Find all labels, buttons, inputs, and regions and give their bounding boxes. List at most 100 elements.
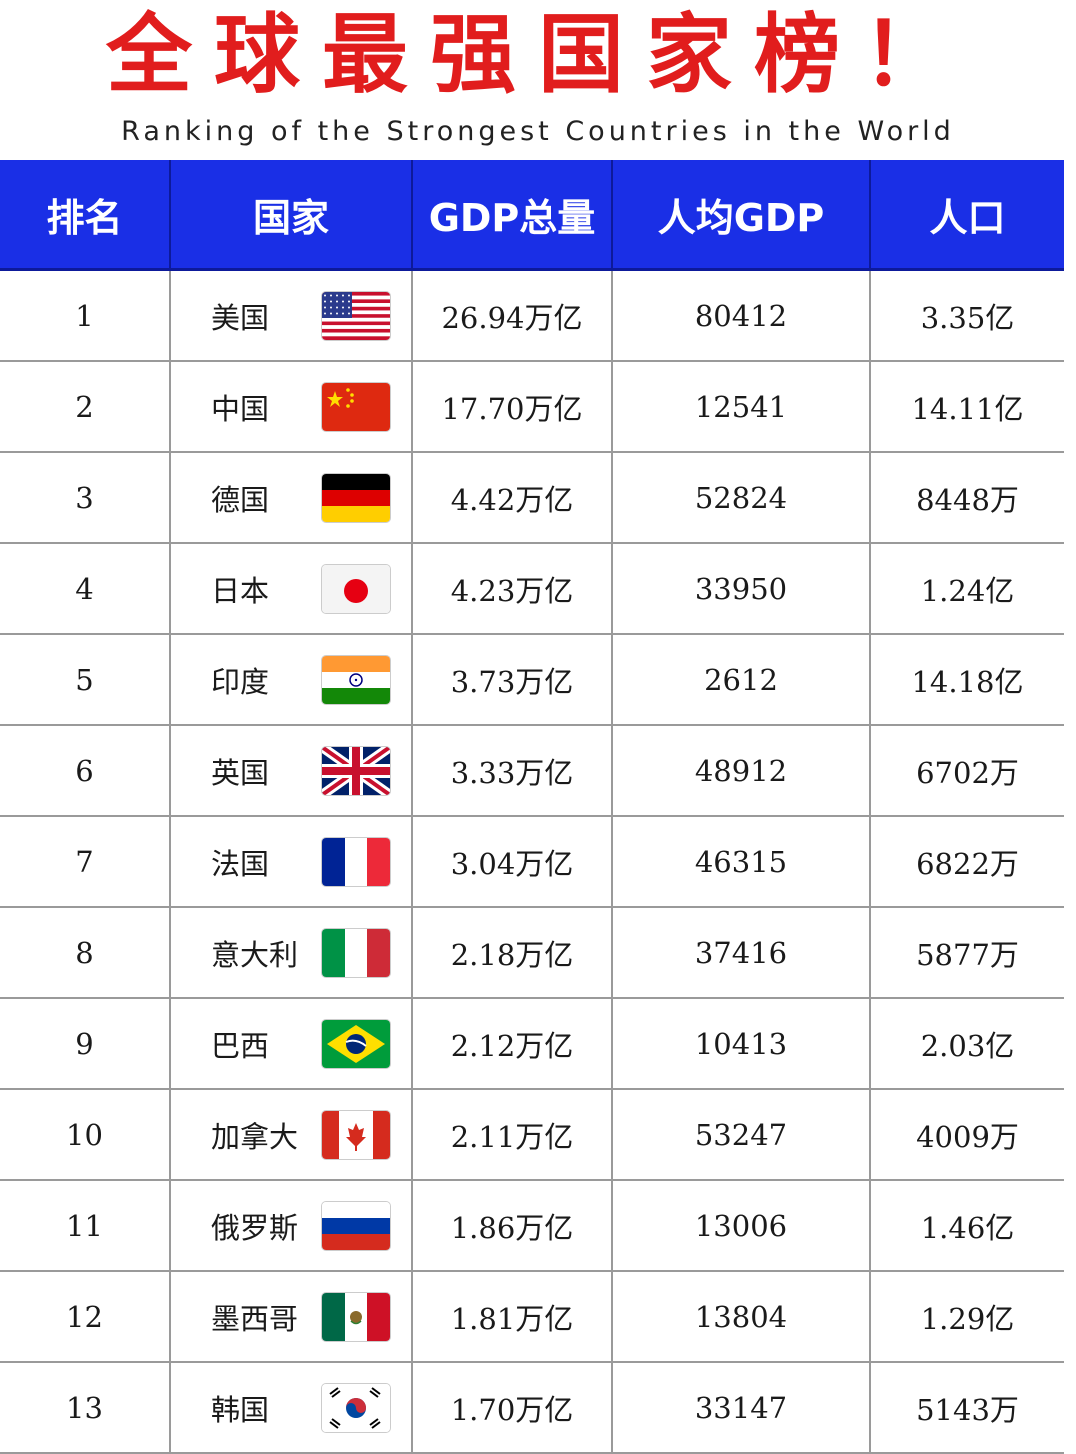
per-capita-cell: 12541	[612, 361, 871, 453]
gdp-cell: 2.11万亿	[412, 1089, 613, 1181]
population-cell: 1.24亿	[870, 543, 1064, 635]
gdp-cell: 4.42万亿	[412, 452, 613, 544]
population-cell: 6702万	[870, 725, 1064, 817]
table-row: 7 法国 3.04万亿 46315 6822万	[0, 816, 1064, 908]
country-cell: 法国	[170, 816, 413, 908]
rank-cell: 1	[0, 269, 171, 362]
japan-flag-icon	[321, 563, 391, 614]
country-name: 日本	[211, 573, 270, 608]
gdp-cell: 3.04万亿	[412, 816, 613, 908]
population-cell: 2.03亿	[870, 998, 1064, 1090]
population-cell: 1.46亿	[870, 1180, 1064, 1272]
korea-flag-icon	[321, 1382, 391, 1433]
per-capita-cell: 33950	[612, 543, 871, 635]
gdp-cell: 1.86万亿	[412, 1180, 613, 1272]
country-cell: 俄罗斯	[170, 1180, 413, 1272]
country-cell: 加拿大	[170, 1089, 413, 1181]
country-name: 韩国	[211, 1392, 270, 1427]
table-row: 13 韩国 1.70万亿 33147 5143万	[0, 1362, 1064, 1454]
germany-flag-icon	[321, 472, 391, 523]
rank-cell: 5	[0, 634, 171, 726]
table-row: 12 墨西哥 1.81万亿 13804 1.29亿	[0, 1271, 1064, 1363]
gdp-cell: 3.73万亿	[412, 634, 613, 726]
country-cell: 中国	[170, 361, 413, 453]
country-cell: 韩国	[170, 1362, 413, 1454]
uk-flag-icon	[321, 745, 391, 796]
country-name: 美国	[211, 300, 270, 335]
rank-cell: 8	[0, 907, 171, 999]
rank-cell: 6	[0, 725, 171, 817]
population-cell: 3.35亿	[870, 269, 1064, 362]
table-row: 5 印度 3.73万亿 2612 14.18亿	[0, 634, 1064, 726]
per-capita-cell: 53247	[612, 1089, 871, 1181]
country-name: 意大利	[211, 937, 299, 972]
country-cell: 日本	[170, 543, 413, 635]
population-cell: 5143万	[870, 1362, 1064, 1454]
gdp-cell: 17.70万亿	[412, 361, 613, 453]
per-capita-cell: 13804	[612, 1271, 871, 1363]
country-cell: 美国	[170, 269, 413, 362]
table-row: 9 巴西 2.12万亿 10413 2.03亿	[0, 998, 1064, 1090]
table-row: 8 意大利 2.18万亿 37416 5877万	[0, 907, 1064, 999]
rank-cell: 13	[0, 1362, 171, 1454]
country-name: 加拿大	[211, 1119, 299, 1154]
table-row: 2 中国 17.70万亿 12541 14.11亿	[0, 361, 1064, 453]
italy-flag-icon	[321, 927, 391, 978]
country-cell: 墨西哥	[170, 1271, 413, 1363]
per-capita-cell: 46315	[612, 816, 871, 908]
canada-flag-icon	[321, 1109, 391, 1160]
gdp-cell: 1.70万亿	[412, 1362, 613, 1454]
population-cell: 6822万	[870, 816, 1064, 908]
russia-flag-icon	[321, 1200, 391, 1251]
rank-cell: 7	[0, 816, 171, 908]
rank-cell: 12	[0, 1271, 171, 1363]
table-row: 6 英国 3.33万亿 48912 6702万	[0, 725, 1064, 817]
usa-flag-icon	[321, 290, 391, 341]
gdp-cell: 3.33万亿	[412, 725, 613, 817]
mexico-flag-icon	[321, 1291, 391, 1342]
per-capita-cell: 33147	[612, 1362, 871, 1454]
country-name: 中国	[211, 391, 270, 426]
per-capita-cell: 10413	[612, 998, 871, 1090]
table-header-row: 排名 国家 GDP总量 人均GDP 人口	[0, 160, 1064, 271]
ranking-table: 排名 国家 GDP总量 人均GDP 人口 1 美国 26.94万亿 80412 3.35…	[0, 160, 1064, 1454]
rank-cell: 10	[0, 1089, 171, 1181]
header-country: 国家	[170, 160, 413, 271]
population-cell: 5877万	[870, 907, 1064, 999]
france-flag-icon	[321, 836, 391, 887]
table-row: 11 俄罗斯 1.86万亿 13006 1.46亿	[0, 1180, 1064, 1272]
rank-cell: 9	[0, 998, 171, 1090]
country-name: 英国	[211, 755, 270, 790]
gdp-cell: 2.18万亿	[412, 907, 613, 999]
country-name: 法国	[211, 846, 270, 881]
per-capita-cell: 52824	[612, 452, 871, 544]
per-capita-cell: 13006	[612, 1180, 871, 1272]
gdp-cell: 2.12万亿	[412, 998, 613, 1090]
country-name: 巴西	[211, 1028, 270, 1063]
country-name: 印度	[211, 664, 270, 699]
rank-cell: 4	[0, 543, 171, 635]
gdp-cell: 1.81万亿	[412, 1271, 613, 1363]
india-flag-icon	[321, 654, 391, 705]
country-name: 德国	[211, 482, 270, 517]
rank-cell: 2	[0, 361, 171, 453]
china-flag-icon	[321, 381, 391, 432]
gdp-cell: 4.23万亿	[412, 543, 613, 635]
per-capita-cell: 80412	[612, 269, 871, 362]
page-title: 全球最强国家榜！	[106, 5, 970, 105]
population-cell: 1.29亿	[870, 1271, 1064, 1363]
header-rank: 排名	[0, 160, 171, 271]
header-population: 人口	[870, 160, 1064, 271]
country-cell: 巴西	[170, 998, 413, 1090]
population-cell: 8448万	[870, 452, 1064, 544]
per-capita-cell: 48912	[612, 725, 871, 817]
per-capita-cell: 2612	[612, 634, 871, 726]
population-cell: 14.11亿	[870, 361, 1064, 453]
country-name: 俄罗斯	[211, 1210, 299, 1245]
page-subtitle: Ranking of the Strongest Countries in th…	[121, 116, 955, 147]
country-cell: 意大利	[170, 907, 413, 999]
rank-cell: 3	[0, 452, 171, 544]
country-cell: 英国	[170, 725, 413, 817]
table-row: 1 美国 26.94万亿 80412 3.35亿	[0, 269, 1064, 362]
gdp-cell: 26.94万亿	[412, 269, 613, 362]
